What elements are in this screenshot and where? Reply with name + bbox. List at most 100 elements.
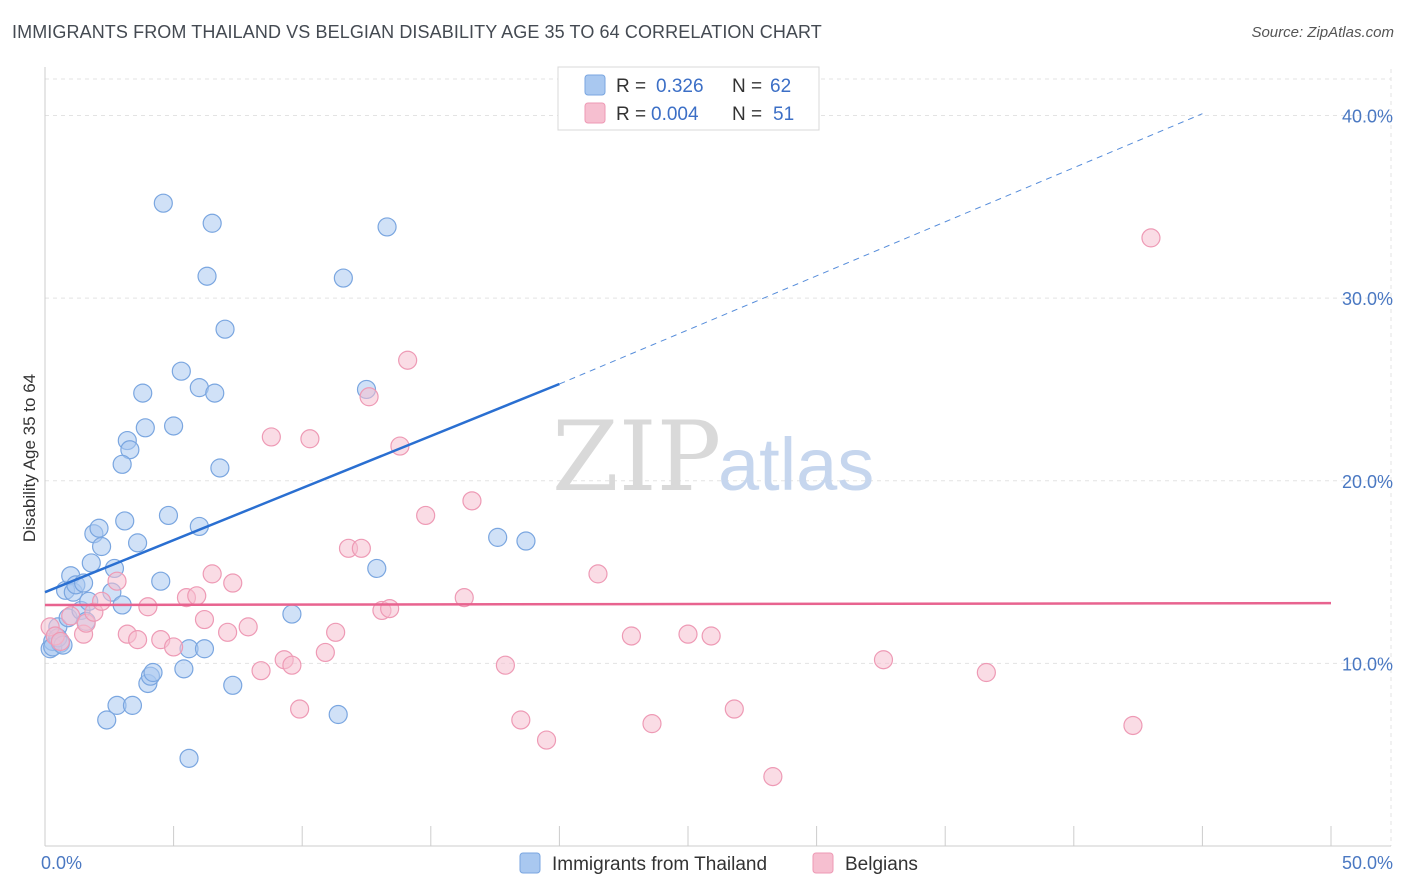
thailand-point-17 [91, 536, 112, 557]
thailand-point-56 [377, 217, 397, 237]
thailand-point-38 [171, 361, 191, 381]
thailand-point-48 [210, 458, 230, 478]
belgians-point-10 [127, 630, 148, 650]
belgians-point-27 [315, 642, 335, 663]
belgians-point-51 [1123, 715, 1143, 736]
watermark-atlas: atlas [718, 423, 874, 506]
x-tick-label-min: 0.0% [41, 853, 82, 873]
bottom-legend-swatch-belgians [812, 852, 834, 874]
belgians-point-13 [164, 637, 184, 657]
watermark-zip: ZIP [552, 401, 721, 513]
y-axis-label: Disability Age 35 to 64 [20, 374, 39, 542]
legend-n-label-1: N = [732, 76, 762, 97]
bottom-legend-swatch-thailand [519, 852, 541, 874]
thailand-point-39 [174, 659, 194, 679]
thailand-trend-extension [559, 113, 1203, 385]
bottom-legend: Immigrants from Thailand Belgians [519, 852, 918, 875]
thailand-point-55 [367, 558, 387, 579]
belgians-point-28 [326, 622, 346, 642]
belgians-point-15 [187, 586, 207, 606]
thailand-point-35 [153, 193, 173, 213]
belgians-point-52 [1141, 228, 1161, 248]
bottom-legend-label-thailand: Immigrants from Thailand [552, 854, 767, 875]
belgians-point-16 [194, 609, 215, 630]
belgians-point-49 [873, 650, 894, 670]
belgians-point-30 [351, 538, 371, 558]
belgians-point-47 [724, 699, 744, 719]
thailand-point-47 [205, 383, 225, 403]
belgians-point-33 [380, 598, 400, 619]
belgians-point-43 [621, 626, 642, 646]
belgians-point-35 [398, 350, 418, 370]
thailand-point-26 [97, 710, 117, 730]
thailand-point-51 [282, 604, 302, 624]
legend-n-value-2: 51 [773, 104, 794, 125]
tick-labels: 10.0% 20.0% 30.0% 40.0% 0.0% 50.0% [41, 107, 1393, 873]
thailand-point-30 [135, 418, 155, 438]
y-tick-label-10: 10.0% [1342, 654, 1393, 674]
watermark: ZIP atlas [552, 401, 874, 513]
axes [44, 67, 1391, 847]
legend-n-value-1: 62 [770, 76, 791, 97]
legend-r-label-2: R = [616, 104, 646, 125]
thailand-point-53 [333, 268, 353, 288]
belgians-point-11 [138, 597, 158, 617]
thailand-point-46 [202, 213, 222, 233]
grid-lines [45, 69, 1392, 846]
thailand-point-25 [112, 454, 132, 474]
series-belgians-points [40, 228, 1161, 787]
legend-r-label-1: R = [616, 76, 646, 97]
belgians-point-41 [536, 730, 557, 750]
y-tick-label-40: 40.0% [1342, 107, 1393, 127]
belgians-point-24 [282, 655, 302, 675]
thailand-point-28 [127, 533, 148, 553]
belgians-point-19 [223, 573, 243, 593]
belgians-point-38 [462, 491, 482, 511]
chart-title: IMMIGRANTS FROM THAILAND VS BELGIAN DISA… [12, 22, 822, 42]
thailand-point-22 [115, 511, 135, 531]
belgians-point-21 [251, 661, 271, 681]
thailand-point-41 [179, 748, 199, 768]
belgians-point-3 [61, 606, 81, 626]
legend-swatch-pink [584, 102, 606, 124]
legend-swatch-blue [584, 74, 606, 96]
belgians-point-44 [642, 714, 662, 734]
belgians-point-26 [300, 429, 320, 449]
belgians-point-8 [107, 571, 127, 591]
belgians-point-50 [976, 662, 996, 683]
thailand-point-45 [197, 266, 217, 286]
belgians-point-22 [261, 427, 281, 447]
thailand-point-36 [158, 505, 179, 526]
belgians-point-2 [50, 631, 71, 652]
bottom-legend-label-belgians: Belgians [845, 854, 918, 875]
thailand-point-29 [133, 383, 153, 403]
belgians-trend-line [44, 601, 1332, 607]
belgians-point-40 [511, 710, 531, 730]
belgians-point-31 [359, 387, 379, 407]
belgians-point-48 [763, 767, 783, 787]
legend-r-value-1: 0.326 [656, 76, 704, 97]
thailand-point-52 [328, 704, 348, 725]
belgians-point-20 [238, 617, 258, 637]
legend-r-value-2: 0.004 [651, 104, 699, 125]
y-tick-label-30: 30.0% [1342, 289, 1393, 309]
thailand-point-16 [89, 518, 109, 538]
belgians-point-36 [416, 505, 436, 526]
legend-box: R = 0.326 N = 62 R = 0.004 N = 51 [557, 66, 820, 131]
belgians-point-25 [290, 699, 310, 719]
belgians-point-37 [454, 588, 474, 608]
belgians-point-39 [495, 655, 515, 675]
x-tick-label-max: 50.0% [1342, 853, 1393, 873]
legend-n-label-2: N = [732, 104, 762, 125]
belgians-point-42 [588, 564, 608, 584]
thailand-point-50 [223, 675, 243, 695]
belgians-point-17 [202, 564, 222, 584]
belgians-point-18 [218, 622, 238, 642]
thailand-point-33 [143, 662, 163, 683]
thailand-trend-line [44, 382, 560, 594]
source-label: Source: ZipAtlas.com [1251, 24, 1394, 41]
thailand-point-44 [194, 639, 215, 659]
thailand-point-27 [122, 695, 143, 715]
trend-lines [44, 113, 1332, 607]
